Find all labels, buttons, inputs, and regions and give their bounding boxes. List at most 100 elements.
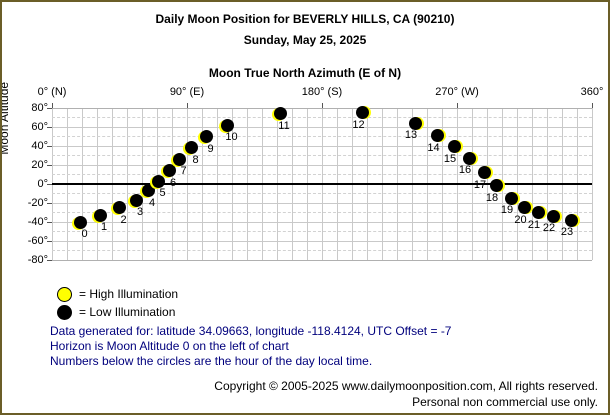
vertical-gridline	[591, 108, 593, 260]
x-axis-major-tick	[592, 103, 593, 108]
x-axis-tick-label: 90° (E)	[169, 86, 205, 98]
hour-label-5: 5	[159, 187, 166, 200]
horizontal-gridline	[52, 240, 592, 242]
moon-marker-hour-15	[447, 140, 461, 154]
moon-marker-hour-5	[152, 174, 165, 188]
hour-label-23: 23	[560, 226, 574, 239]
y-axis-tick-label: -20°	[27, 197, 48, 209]
x-axis-tick-label: 0° (N)	[37, 86, 67, 98]
note-hour-numbers: Numbers below the circles are the hour o…	[50, 354, 373, 368]
hour-label-15: 15	[443, 152, 457, 165]
horizontal-gridline	[52, 136, 592, 137]
x-axis-tick-label: 360°	[580, 86, 604, 98]
horizon-line	[52, 183, 592, 185]
hour-label-0: 0	[81, 228, 88, 240]
y-axis-tick-label: 80°	[31, 102, 48, 114]
moon-marker-hour-3	[129, 193, 143, 207]
hour-label-6: 6	[169, 176, 177, 189]
hour-label-22: 22	[542, 222, 556, 235]
chart-title: Moon True North Azimuth (E of N)	[208, 66, 402, 80]
y-axis-tick	[47, 203, 52, 204]
y-axis-tick-label: 60°	[31, 121, 48, 133]
hour-label-7: 7	[180, 165, 187, 178]
horizontal-gridline	[52, 202, 592, 204]
moon-marker-hour-12	[356, 106, 369, 120]
moon-marker-hour-11	[273, 107, 287, 121]
x-axis-major-tick	[187, 103, 188, 108]
x-axis-major-tick	[52, 103, 53, 108]
y-axis-tick	[47, 146, 52, 147]
moon-marker-hour-1	[93, 208, 107, 222]
y-axis-tick-label: 20°	[31, 159, 48, 171]
horizontal-gridline	[52, 193, 592, 194]
moon-marker-hour-10	[221, 118, 234, 132]
y-axis-tick	[47, 165, 52, 166]
hour-label-8: 8	[192, 153, 199, 166]
note-horizon: Horizon is Moon Altitude 0 on the left o…	[50, 339, 289, 353]
y-axis-tick-label: -60°	[27, 235, 48, 247]
hour-label-13: 13	[404, 129, 418, 142]
hour-label-9: 9	[207, 142, 214, 155]
y-axis-tick	[47, 184, 52, 185]
hour-label-2: 2	[120, 213, 127, 226]
moon-marker-hour-8	[185, 141, 198, 155]
moon-marker-hour-18	[489, 179, 503, 193]
hour-label-17: 17	[473, 178, 487, 191]
hour-label-16: 16	[458, 164, 472, 177]
y-axis-title: Moon Altitude	[0, 81, 11, 155]
usage-text: Personal non commercial use only.	[412, 395, 598, 409]
moon-marker-hour-7	[173, 152, 186, 166]
y-axis-tick	[47, 108, 52, 109]
horizontal-gridline	[52, 126, 592, 128]
y-axis-tick	[47, 241, 52, 242]
horizontal-gridline	[52, 155, 592, 156]
hour-label-19: 19	[500, 204, 514, 217]
hour-label-10: 10	[225, 131, 238, 144]
hour-label-4: 4	[148, 196, 156, 209]
high-illumination-icon	[57, 287, 72, 302]
moon-marker-hour-9	[200, 130, 213, 143]
x-axis-major-tick	[457, 103, 458, 108]
horizontal-gridline	[52, 221, 592, 223]
moon-marker-hour-14	[431, 129, 444, 143]
y-axis-tick-label: -40°	[27, 216, 48, 228]
x-axis-major-tick	[322, 103, 323, 108]
y-axis-tick	[47, 222, 52, 223]
horizontal-gridline	[52, 107, 592, 109]
copyright-text: Copyright © 2005-2025 www.dailymoonposit…	[214, 379, 598, 393]
horizontal-gridline	[52, 145, 592, 147]
y-axis-tick-label: -80°	[27, 254, 48, 266]
page-title: Daily Moon Position for BEVERLY HILLS, C…	[155, 12, 455, 26]
hour-label-14: 14	[427, 141, 440, 154]
moon-marker-hour-16	[462, 151, 476, 165]
horizontal-gridline	[52, 212, 592, 213]
horizontal-gridline	[52, 164, 592, 166]
hour-label-12: 12	[352, 118, 365, 131]
low-illumination-icon	[57, 305, 72, 320]
moon-marker-hour-13	[408, 116, 422, 130]
horizontal-gridline	[52, 174, 592, 175]
x-axis-tick-label: 270° (W)	[435, 86, 479, 98]
moon-marker-hour-20	[518, 201, 531, 215]
horizontal-gridline	[52, 231, 592, 232]
hour-label-21: 21	[527, 218, 541, 231]
hour-label-3: 3	[136, 206, 144, 219]
hour-label-11: 11	[278, 119, 290, 132]
horizontal-gridline	[52, 117, 592, 118]
moon-marker-hour-22	[546, 209, 560, 223]
hour-label-20: 20	[514, 213, 527, 226]
horizontal-gridline	[52, 250, 592, 251]
legend-low-label: = Low Illumination	[79, 305, 176, 319]
x-axis-tick-label: 180° (S)	[301, 86, 343, 98]
horizontal-gridline	[52, 259, 592, 261]
moon-marker-hour-2	[113, 201, 126, 215]
moon-marker-hour-23	[564, 213, 578, 227]
y-axis-tick-label: 0°	[37, 178, 48, 190]
hour-label-18: 18	[485, 191, 499, 204]
moon-marker-hour-19	[504, 191, 518, 205]
page-date: Sunday, May 25, 2025	[243, 33, 367, 47]
moon-marker-hour-17	[477, 166, 491, 180]
note-data-generated: Data generated for: latitude 34.09663, l…	[50, 324, 452, 338]
hour-label-1: 1	[100, 221, 108, 234]
